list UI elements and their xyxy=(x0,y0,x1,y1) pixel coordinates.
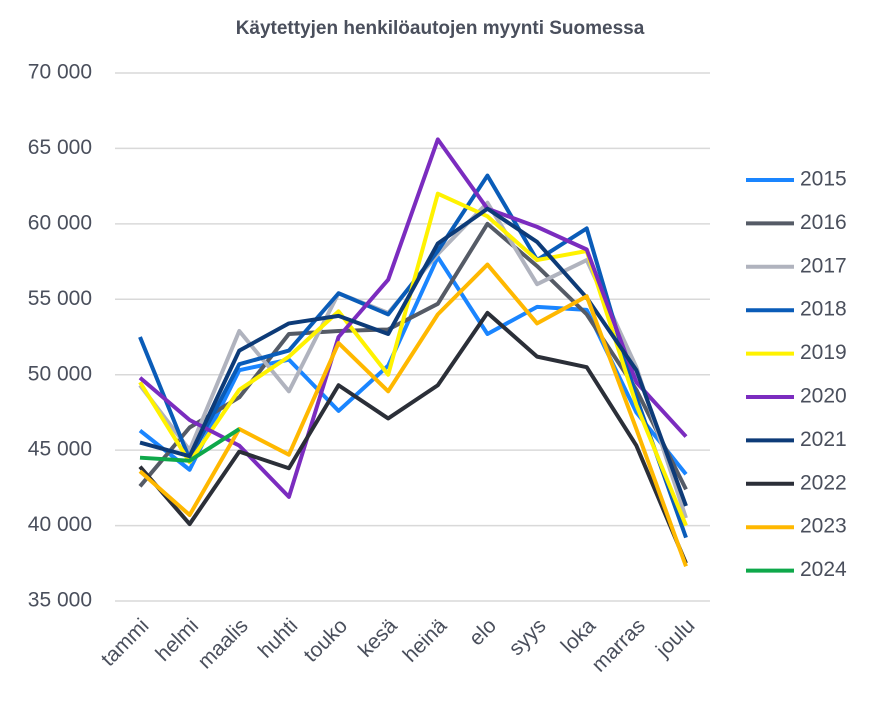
y-tick-label: 60 000 xyxy=(28,211,92,234)
series-line xyxy=(138,262,688,567)
y-tick-label: 55 000 xyxy=(28,287,92,310)
y-tick-label: 50 000 xyxy=(28,362,92,385)
series-line xyxy=(138,310,688,565)
legend-label: 2024 xyxy=(800,558,847,581)
x-tick-label: maalis xyxy=(194,614,253,673)
legend-label: 2019 xyxy=(800,341,847,364)
x-tick-label: joulu xyxy=(651,614,699,662)
x-tick-label: huhti xyxy=(254,614,302,662)
chart-title: Käytettyjen henkilöautojen myynti Suomes… xyxy=(236,18,645,39)
x-tick-label: marras xyxy=(587,614,649,676)
y-tick-label: 35 000 xyxy=(28,589,92,612)
legend-label: 2015 xyxy=(800,168,847,191)
legend-label: 2022 xyxy=(800,471,847,494)
legend-label: 2016 xyxy=(800,211,847,234)
x-tick-label: touko xyxy=(299,614,352,667)
series-line xyxy=(138,173,688,539)
series-line xyxy=(139,427,241,463)
series-line xyxy=(138,200,688,519)
legend-label: 2017 xyxy=(800,254,847,277)
x-tick-label: elo xyxy=(465,614,501,650)
legend-label: 2018 xyxy=(800,298,847,321)
series-line xyxy=(139,206,688,507)
legend-label: 2023 xyxy=(800,515,847,538)
x-tick-label: heinä xyxy=(399,614,452,667)
x-tick-label: loka xyxy=(557,614,601,658)
y-tick-label: 70 000 xyxy=(28,61,92,84)
x-tick-label: kesä xyxy=(354,614,402,662)
y-tick-label: 65 000 xyxy=(28,136,92,159)
legend-label: 2021 xyxy=(800,428,847,451)
y-tick-label: 45 000 xyxy=(28,438,92,461)
legend-label: 2020 xyxy=(800,385,847,408)
x-tick-label: tammi xyxy=(97,614,154,671)
y-tick-label: 40 000 xyxy=(28,513,92,536)
x-tick-label: syys xyxy=(505,614,551,660)
